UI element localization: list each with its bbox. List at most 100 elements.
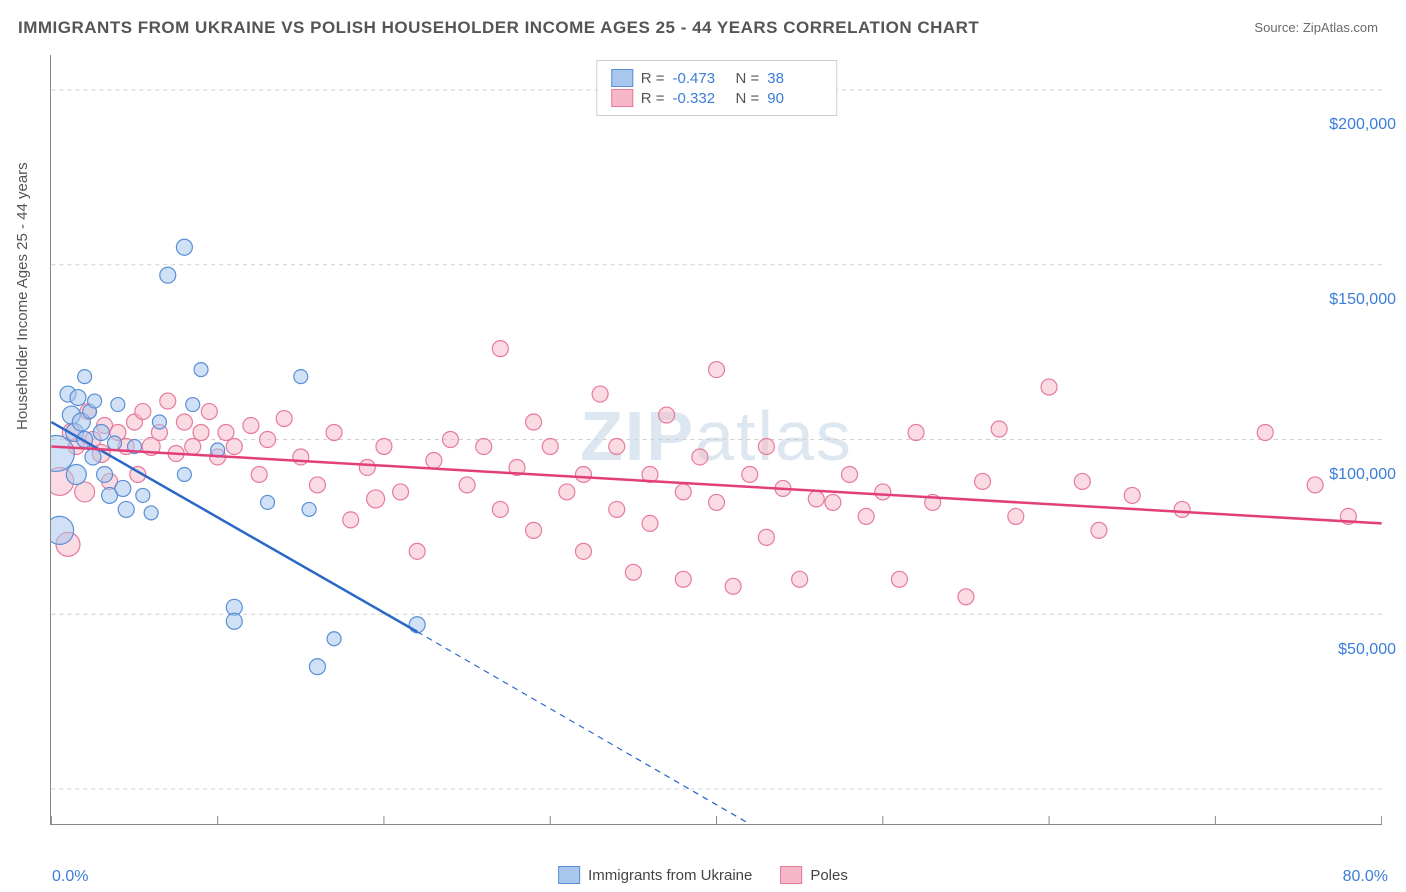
data-point — [808, 491, 824, 507]
data-point — [226, 613, 242, 629]
data-point — [376, 439, 392, 455]
data-point — [276, 411, 292, 427]
data-point — [575, 466, 591, 482]
data-point — [758, 529, 774, 545]
data-point — [675, 571, 691, 587]
data-point — [858, 508, 874, 524]
data-point — [592, 386, 608, 402]
legend-stats-row-0: R = -0.473 N = 38 — [611, 69, 823, 87]
data-point — [66, 464, 86, 484]
data-point — [309, 659, 325, 675]
data-point — [958, 589, 974, 605]
data-point — [891, 571, 907, 587]
data-point — [294, 370, 308, 384]
plot-area: ZIPatlas R = -0.473 N = 38 R = -0.332 N … — [50, 55, 1382, 825]
data-point — [542, 439, 558, 455]
data-point — [442, 432, 458, 448]
data-point — [152, 415, 166, 429]
data-point — [144, 506, 158, 520]
data-point — [1124, 487, 1140, 503]
data-point — [135, 404, 151, 420]
y-axis-label: Householder Income Ages 25 - 44 years — [14, 162, 31, 430]
data-point — [118, 501, 134, 517]
data-point — [1008, 508, 1024, 524]
data-point — [642, 515, 658, 531]
data-point — [492, 341, 508, 357]
data-point — [675, 484, 691, 500]
legend-item-1: Poles — [780, 866, 848, 884]
data-point — [409, 543, 425, 559]
data-point — [1074, 473, 1090, 489]
legend-n-label: N = — [736, 70, 760, 87]
data-point — [177, 467, 191, 481]
legend-swatch-bottom-0 — [558, 866, 580, 884]
data-point — [825, 494, 841, 510]
data-point — [1091, 522, 1107, 538]
data-point — [78, 370, 92, 384]
data-point — [243, 418, 259, 434]
legend-stats: R = -0.473 N = 38 R = -0.332 N = 90 — [596, 60, 838, 116]
x-tick-label-max: 80.0% — [1343, 868, 1388, 886]
data-point — [85, 449, 101, 465]
data-point — [136, 488, 150, 502]
legend-r-value-0: -0.473 — [673, 70, 728, 87]
data-point — [97, 466, 113, 482]
source-label: Source: — [1254, 20, 1299, 35]
legend-item-0: Immigrants from Ukraine — [558, 866, 752, 884]
data-point — [359, 459, 375, 475]
data-point — [176, 414, 192, 430]
data-point — [194, 363, 208, 377]
data-point — [111, 398, 125, 412]
data-point — [526, 414, 542, 430]
data-point — [492, 501, 508, 517]
trend-line — [51, 446, 1381, 523]
legend-swatch-0 — [611, 69, 633, 87]
data-point — [160, 393, 176, 409]
data-point — [625, 564, 641, 580]
legend-n-label: N = — [736, 90, 760, 107]
legend-swatch-1 — [611, 89, 633, 107]
data-point — [609, 439, 625, 455]
legend-stats-row-1: R = -0.332 N = 90 — [611, 89, 823, 107]
data-point — [1174, 501, 1190, 517]
legend-label-1: Poles — [810, 867, 848, 884]
legend-series: Immigrants from Ukraine Poles — [558, 866, 848, 884]
source-value: ZipAtlas.com — [1303, 20, 1378, 35]
data-point — [908, 425, 924, 441]
data-point — [975, 473, 991, 489]
data-point — [476, 439, 492, 455]
data-point — [185, 439, 201, 455]
data-point — [1257, 425, 1273, 441]
chart-title: IMMIGRANTS FROM UKRAINE VS POLISH HOUSEH… — [18, 18, 979, 38]
data-point — [842, 466, 858, 482]
data-point — [367, 490, 385, 508]
data-point — [309, 477, 325, 493]
legend-r-label: R = — [641, 70, 665, 87]
data-point — [426, 452, 442, 468]
data-point — [160, 267, 176, 283]
data-point — [193, 425, 209, 441]
data-point — [176, 239, 192, 255]
data-point — [742, 466, 758, 482]
data-point — [709, 494, 725, 510]
x-tick-label-min: 0.0% — [52, 868, 88, 886]
legend-swatch-bottom-1 — [780, 866, 802, 884]
data-point — [88, 394, 102, 408]
data-point — [93, 425, 109, 441]
data-point — [1041, 379, 1057, 395]
data-point — [293, 449, 309, 465]
data-point — [758, 439, 774, 455]
data-point — [393, 484, 409, 500]
data-point — [659, 407, 675, 423]
data-point — [251, 466, 267, 482]
data-point — [70, 390, 86, 406]
data-point — [115, 480, 131, 496]
legend-r-label: R = — [641, 90, 665, 107]
data-point — [186, 398, 200, 412]
data-point — [875, 484, 891, 500]
legend-r-value-1: -0.332 — [673, 90, 728, 107]
legend-n-value-0: 38 — [767, 70, 822, 87]
data-point — [261, 495, 275, 509]
legend-label-0: Immigrants from Ukraine — [588, 867, 752, 884]
data-point — [260, 432, 276, 448]
